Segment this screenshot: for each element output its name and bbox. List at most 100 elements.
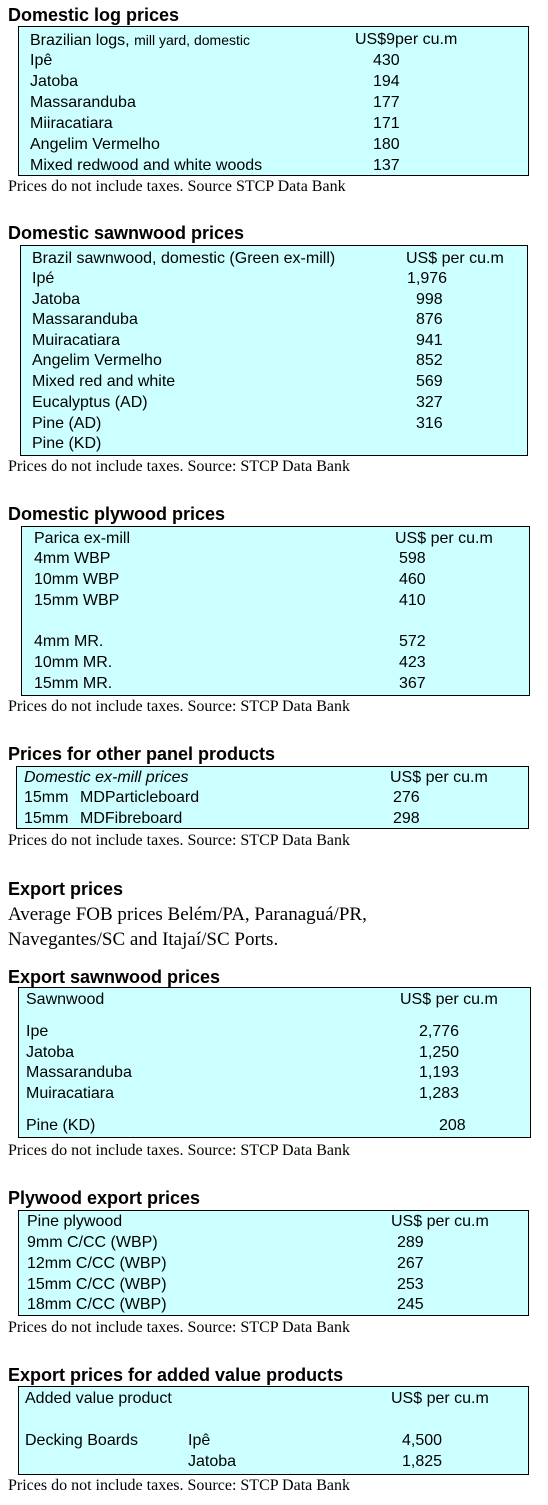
row-value: 180 xyxy=(373,136,400,153)
table-header: Brazil sawnwood, domestic (Green ex-mill… xyxy=(32,249,522,269)
row-name: Jatoba xyxy=(32,291,81,308)
header-unit: US$9per cu.m xyxy=(355,31,458,48)
row-name: Ipe xyxy=(26,1023,49,1040)
row-name: 15mm MR. xyxy=(34,675,113,692)
table-row: Angelim Vermelho 852 xyxy=(32,351,522,371)
header-unit: US$ per cu.m xyxy=(391,1390,489,1407)
row-value: 460 xyxy=(399,571,426,588)
logs-source: Prices do not include taxes. Source STCP… xyxy=(8,178,346,195)
table-header: Pine plywood US$ per cu.m xyxy=(27,1212,517,1232)
header-label: Domestic ex-mill prices xyxy=(24,769,189,786)
added-value-title: Export prices for added value products xyxy=(8,1365,344,1385)
plywood-title: Domestic plywood prices xyxy=(8,504,226,524)
row-value: 598 xyxy=(399,550,426,567)
plywood-export-source: Prices do not include taxes. Source: STC… xyxy=(8,1319,351,1336)
table-row: Decking Boards Ipê 4,500 xyxy=(25,1431,520,1451)
row-value: 1,283 xyxy=(419,1085,460,1102)
header-unit: US$ per cu.m xyxy=(391,1213,489,1230)
table-row: 15mm MDParticleboard 276 xyxy=(24,788,524,808)
row-species: Ipê xyxy=(188,1432,211,1449)
table-header: Parica ex-mill US$ per cu.m xyxy=(34,529,524,549)
header-label: Sawnwood xyxy=(26,991,105,1008)
row-name: MDFibreboard xyxy=(80,810,183,827)
export-paragraph: Average FOB prices Belém/PA, Paranaguá/P… xyxy=(8,904,367,950)
row-name: Muiracatiara xyxy=(32,332,121,349)
row-name: Jatoba xyxy=(26,1044,75,1061)
table-row: Muiracatiara 941 xyxy=(32,331,522,351)
panels-title: Prices for other panel products xyxy=(8,744,276,764)
table-header: Sawnwood US$ per cu.m xyxy=(26,990,526,1010)
row-name: 9mm C/CC (WBP) xyxy=(27,1234,158,1251)
row-value: 423 xyxy=(399,654,426,671)
table-row: 15mm C/CC (WBP) 253 xyxy=(27,1275,517,1295)
row-name: Ipé xyxy=(32,270,55,287)
row-name: Massaranduba xyxy=(32,311,138,328)
header-label: Brazilian logs, xyxy=(30,32,130,49)
plywood-export-title: Plywood export prices xyxy=(8,1188,201,1208)
row-species: Jatoba xyxy=(188,1453,237,1470)
row-value: 569 xyxy=(416,373,443,390)
table-row: 4mm MR. 572 xyxy=(34,632,524,652)
table-header: Domestic ex-mill prices US$ per cu.m xyxy=(24,768,524,788)
row-name: Ipê xyxy=(30,52,53,69)
row-name: 10mm MR. xyxy=(34,654,113,671)
table-row: Jatoba 1,825 xyxy=(25,1452,520,1472)
table-row: Eucalyptus (AD) 327 xyxy=(32,393,522,413)
row-value: 316 xyxy=(416,415,443,432)
table-row: 12mm C/CC (WBP) 267 xyxy=(27,1254,517,1274)
table-row: 10mm WBP 460 xyxy=(34,570,524,590)
row-name: Pine (AD) xyxy=(32,415,102,432)
table-row: 4mm WBP 598 xyxy=(34,549,524,569)
added-value-table: Added value product US$ per cu.m Decking… xyxy=(18,1386,529,1475)
header-unit: US$ per cu.m xyxy=(400,991,498,1008)
row-value: 137 xyxy=(373,157,400,174)
export-sawnwood-title: Export sawnwood prices xyxy=(8,967,221,987)
sawnwood-table: Brazil sawnwood, domestic (Green ex-mill… xyxy=(20,245,528,456)
row-value: 941 xyxy=(416,332,443,349)
row-size: 15mm xyxy=(24,789,69,806)
row-value: 194 xyxy=(373,73,400,90)
logs-table: Brazilian logs, mill yard, domestic US$9… xyxy=(18,26,529,176)
row-value: 253 xyxy=(397,1276,424,1293)
row-value: 876 xyxy=(416,311,443,328)
row-value: 430 xyxy=(373,52,400,69)
row-value: 572 xyxy=(399,633,426,650)
panels-table: Domestic ex-mill prices US$ per cu.m 15m… xyxy=(16,766,529,829)
table-row: Angelim Vermelho 180 xyxy=(30,135,520,155)
row-name: Massaranduba xyxy=(30,94,136,111)
table-row: Massaranduba 1,193 xyxy=(26,1063,526,1083)
export-sawnwood-table: Sawnwood US$ per cu.m Ipe 2,776 Jatoba 1… xyxy=(18,987,531,1138)
table-row: 18mm C/CC (WBP) 245 xyxy=(27,1295,517,1315)
row-value: 245 xyxy=(397,1296,424,1313)
table-row: Pine (AD) 316 xyxy=(32,414,522,434)
row-value: 276 xyxy=(393,789,420,806)
row-name: Angelim Vermelho xyxy=(32,352,162,369)
table-row: Massaranduba 177 xyxy=(30,93,520,113)
row-value: 367 xyxy=(399,675,426,692)
row-name: Jatoba xyxy=(30,73,79,90)
row-name: 18mm C/CC (WBP) xyxy=(27,1296,167,1313)
row-name: Eucalyptus (AD) xyxy=(32,394,148,411)
row-name: Mixed redwood and white woods xyxy=(30,157,263,174)
table-row: 15mm MDFibreboard 298 xyxy=(24,809,524,829)
row-value: 410 xyxy=(399,592,426,609)
header-unit: US$ per cu.m xyxy=(390,769,488,786)
header-label: Added value product xyxy=(25,1390,172,1407)
row-value: 1,250 xyxy=(419,1044,460,1061)
table-row: Miiracatiara 171 xyxy=(30,114,520,134)
table-row: 9mm C/CC (WBP) 289 xyxy=(27,1233,517,1253)
row-value: 852 xyxy=(416,352,443,369)
table-row: Muiracatiara 1,283 xyxy=(26,1084,526,1104)
row-value: 1,193 xyxy=(419,1064,460,1081)
table-header: Added value product US$ per cu.m xyxy=(25,1389,520,1409)
row-name: Massaranduba xyxy=(26,1064,132,1081)
header-label-small: mill yard, domestic xyxy=(134,32,250,48)
sawnwood-title: Domestic sawnwood prices xyxy=(8,223,245,243)
header-label: Parica ex-mill xyxy=(34,530,131,547)
row-value: 298 xyxy=(393,810,420,827)
header-unit: US$ per cu.m xyxy=(395,530,493,547)
table-row: Pine (KD) 208 xyxy=(26,1116,526,1136)
table-row: Jatoba 998 xyxy=(32,290,522,310)
header-unit: US$ per cu.m xyxy=(406,250,504,267)
row-value: 998 xyxy=(416,291,443,308)
